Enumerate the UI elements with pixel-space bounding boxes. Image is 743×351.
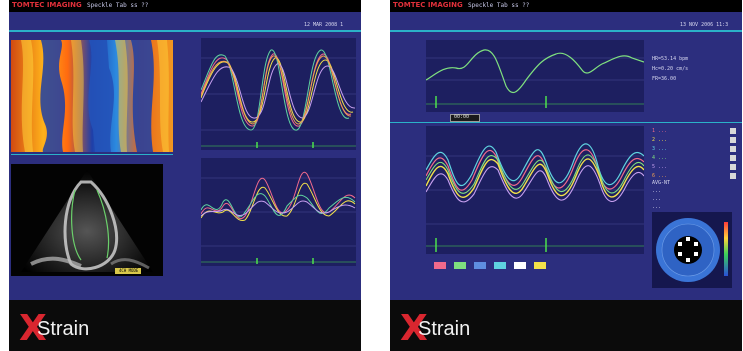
bullseye-panel[interactable] [652,212,732,288]
legend-item-1: 1 ... [652,128,667,134]
stats-line-1: AVG-NT [652,180,670,186]
app-screen-left: TOMTEC IMAGING Speckle Tab ss ?? 12 MAR … [9,0,361,300]
info-fr: FR=36.00 [652,76,676,82]
strain-rate-plot[interactable] [201,158,356,266]
window-label: Speckle Tab ss ?? [87,2,148,9]
strain-color-map[interactable] [11,40,173,152]
window-label: Speckle Tab ss ?? [468,2,529,9]
echo-image[interactable]: 4CH MODE [11,164,163,276]
legend-checkbox-6[interactable] [730,173,736,179]
segment-chip-2[interactable] [454,262,466,269]
segment-chip-4[interactable] [494,262,506,269]
xstrain-panel-right: TOMTEC IMAGING Speckle Tab ss ?? 13 NOV … [390,0,742,351]
section-divider [390,122,742,123]
color-scale-bar [724,222,728,276]
date-label: 12 MAR 2008 1 [304,22,343,28]
xstrain-panel-left: TOMTEC IMAGING Speckle Tab ss ?? 12 MAR … [9,0,361,351]
legend-item-4: 4 ... [652,155,667,161]
segment-chip-6[interactable] [534,262,546,269]
divider-line [9,30,361,32]
brand-label: TOMTEC IMAGING [393,1,463,9]
segment-chip-1[interactable] [434,262,446,269]
legend-checkbox-1[interactable] [730,128,736,134]
legend-item-2: 2 ... [652,137,667,143]
logo-word: Strain [37,318,89,341]
stats-line-3: ... [652,196,661,202]
echo-caption: 4CH MODE [119,268,138,273]
legend-item-6: 6 ... [652,173,667,179]
segment-legend: 1 ... 2 ... 3 ... 4 ... 5 ... 6 ... [652,128,738,198]
segmental-strain-plot[interactable] [426,126,644,254]
logo-word: Strain [418,318,470,341]
info-hc: Hc=0.20 cm/s [652,66,688,72]
legend-item-3: 3 ... [652,146,667,152]
segment-chip-5[interactable] [514,262,526,269]
info-hr: HR=53.14 bpm [652,56,688,62]
title-bar: TOMTEC IMAGING Speckle Tab ss ?? [390,0,742,12]
brand-label: TOMTEC IMAGING [12,1,82,9]
legend-checkbox-3[interactable] [730,146,736,152]
stats-line-2: ... [652,188,661,194]
date-label: 13 NOV 2006 11:3 [680,22,728,28]
segment-chip-3[interactable] [474,262,486,269]
divider-line [390,30,742,32]
map-divider [11,154,173,155]
strain-curve-plot[interactable] [201,38,356,150]
legend-checkbox-5[interactable] [730,164,736,170]
title-bar: TOMTEC IMAGING Speckle Tab ss ?? [9,0,361,12]
legend-item-5: 5 ... [652,164,667,170]
time-marker-box[interactable]: 00:00 [450,114,480,122]
time-marker-label: 00:00 [454,114,469,120]
legend-checkbox-2[interactable] [730,137,736,143]
stats-line-4: ... [652,204,661,210]
volume-curve-plot[interactable] [426,40,644,112]
app-screen-right: TOMTEC IMAGING Speckle Tab ss ?? 13 NOV … [390,0,742,300]
legend-checkbox-4[interactable] [730,155,736,161]
